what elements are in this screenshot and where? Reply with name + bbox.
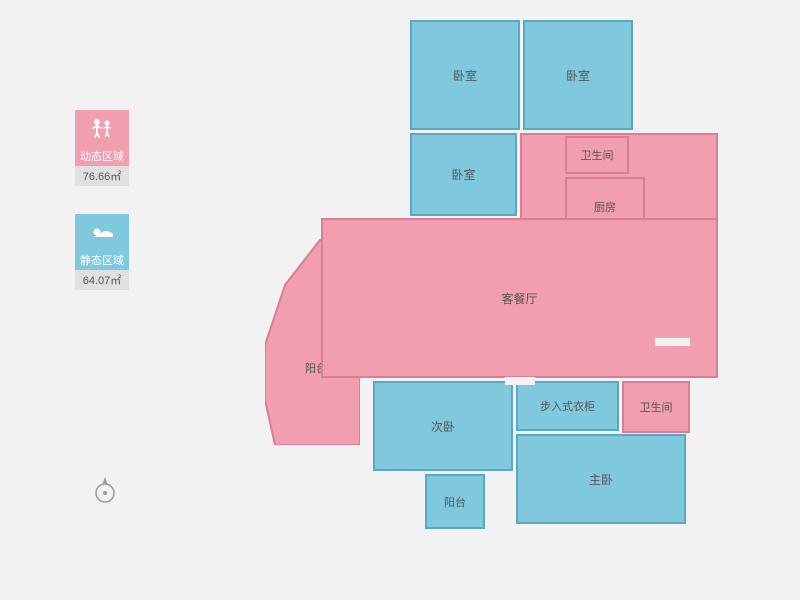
room-bathroom-top: 卫生间 — [565, 136, 629, 174]
room-label: 卧室 — [566, 67, 590, 84]
legend-dynamic-label: 动态区域 — [75, 146, 129, 166]
room-bedroom-mid-left: 卧室 — [410, 133, 517, 216]
door-gap — [655, 338, 690, 346]
room-bathroom-bottom: 卫生间 — [622, 381, 690, 433]
compass-icon — [90, 475, 120, 505]
room-second-bedroom: 次卧 — [373, 381, 513, 471]
room-label: 卫生间 — [581, 147, 614, 163]
room-label: 卫生间 — [640, 399, 673, 415]
floorplan-canvas: 阳台 卧室卧室卧室卫生间厨房客餐厅次卧步入式衣柜卫生间主卧阳台 — [265, 20, 745, 582]
room-label: 卧室 — [453, 67, 477, 84]
room-label: 主卧 — [589, 471, 613, 488]
room-label: 客餐厅 — [501, 290, 537, 307]
room-balcony-bottom: 阳台 — [425, 474, 485, 529]
room-label: 次卧 — [431, 418, 455, 435]
legend-panel: 动态区域 76.66㎡ 静态区域 64.07㎡ — [75, 110, 135, 318]
legend-static-label: 静态区域 — [75, 250, 129, 270]
door-gap — [505, 377, 535, 385]
room-label: 厨房 — [594, 199, 616, 215]
room-label: 卧室 — [451, 166, 475, 183]
legend-static: 静态区域 64.07㎡ — [75, 214, 135, 290]
legend-dynamic-value: 76.66㎡ — [75, 166, 129, 186]
people-icon — [75, 110, 129, 146]
room-bedroom-top-left: 卧室 — [410, 20, 520, 130]
legend-dynamic: 动态区域 76.66㎡ — [75, 110, 135, 186]
room-walkin-closet: 步入式衣柜 — [516, 381, 619, 431]
room-label: 阳台 — [444, 494, 466, 510]
door-gap — [718, 190, 726, 220]
room-living: 客餐厅 — [321, 218, 718, 378]
sleep-icon — [75, 214, 129, 250]
room-bedroom-top-right: 卧室 — [523, 20, 633, 130]
room-master-bedroom: 主卧 — [516, 434, 686, 524]
legend-static-value: 64.07㎡ — [75, 270, 129, 290]
room-label: 步入式衣柜 — [540, 398, 595, 414]
